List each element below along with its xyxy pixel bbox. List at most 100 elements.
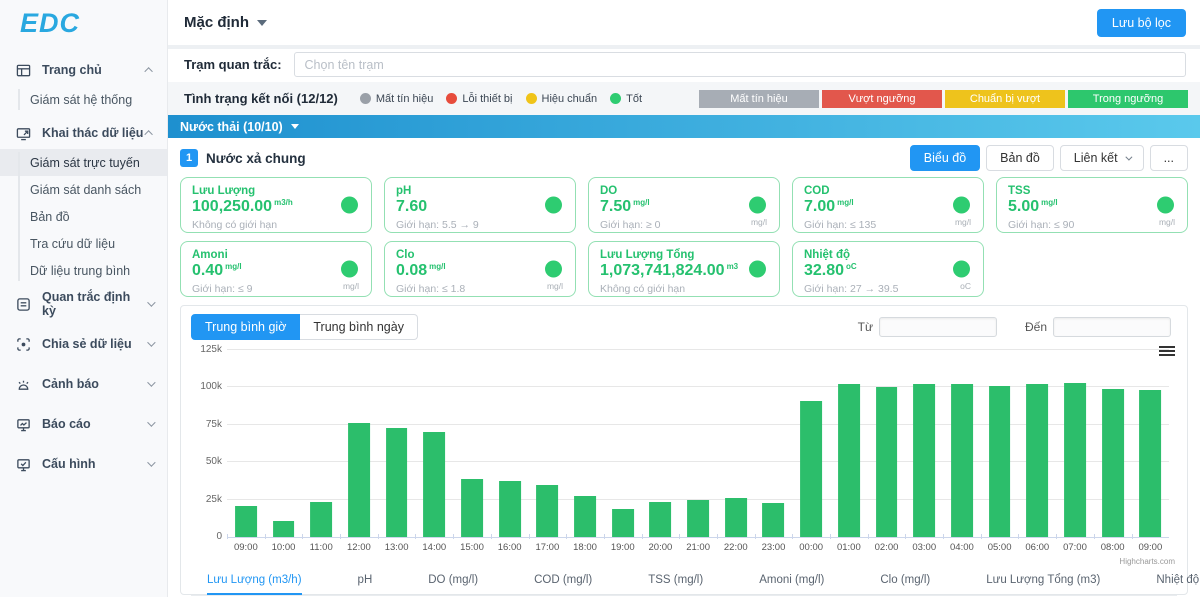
chart-bar[interactable] bbox=[612, 509, 634, 537]
sidebar-item-cảnh-báo[interactable]: Cảnh báo bbox=[0, 368, 167, 400]
card-corner-unit: mg/l bbox=[547, 281, 563, 291]
sidebar-item-cấu-hình[interactable]: Cấu hình bbox=[0, 448, 167, 480]
x-axis-tick-label: 21:00 bbox=[679, 542, 717, 558]
sidebar-subitem-tra-cứu-dữ-liệu[interactable]: Tra cứu dữ liệu bbox=[0, 230, 167, 257]
series-tab-clo-mg-l-[interactable]: Clo (mg/l) bbox=[880, 566, 930, 595]
card-parameter-name: COD bbox=[804, 184, 972, 198]
chart-bar[interactable] bbox=[310, 502, 332, 537]
sidebar-subitem-giám-sát-trực-tuyến[interactable]: Giám sát trực tuyến bbox=[0, 149, 167, 176]
series-legend-tabs: Lưu Lượng (m3/h) pH DO (mg/l) COD (mg/l) TSS… bbox=[191, 566, 1177, 596]
series-tab-amoni-mg-l-[interactable]: Amoni (mg/l) bbox=[759, 566, 824, 595]
chart-bar[interactable] bbox=[876, 387, 898, 537]
monitor-share-icon bbox=[16, 125, 32, 141]
status-chip-vượt-ngưỡng[interactable]: Vượt ngưỡng bbox=[822, 90, 942, 108]
view-button-liên-kết[interactable]: Liên kết bbox=[1060, 145, 1144, 171]
chart-bar[interactable] bbox=[536, 485, 558, 537]
parameter-card-do[interactable]: DO7.50mg/lGiới hạn: ≥ 0mg/l bbox=[588, 177, 780, 233]
chart-bar[interactable] bbox=[386, 428, 408, 537]
tab-trung-bình-ngày[interactable]: Trung bình ngày bbox=[300, 314, 418, 340]
save-filter-button[interactable]: Lưu bộ lọc bbox=[1097, 9, 1186, 37]
sidebar-item-label: Báo cáo bbox=[42, 417, 147, 431]
chart-bar[interactable] bbox=[1026, 384, 1048, 537]
view-button-dotdotdot[interactable]: ... bbox=[1150, 145, 1188, 171]
parameter-card-tss[interactable]: TSS5.00mg/lGiới hạn: ≤ 90mg/l bbox=[996, 177, 1188, 233]
parameter-card-clo[interactable]: Clo0.08mg/lGiới hạn: ≤ 1.8mg/l bbox=[384, 241, 576, 297]
parameter-card-amoni[interactable]: Amoni0.40mg/lGiới hạn: ≤ 9mg/l bbox=[180, 241, 372, 297]
view-button-bản-đồ[interactable]: Bản đồ bbox=[986, 145, 1054, 171]
connection-legend-item: Hiệu chuẩn bbox=[526, 93, 598, 105]
chart-bar[interactable] bbox=[1139, 390, 1161, 537]
from-date-input[interactable] bbox=[879, 317, 997, 337]
card-value: 0.40mg/l bbox=[192, 262, 360, 280]
series-tab-lưu-lượng-m3-h-[interactable]: Lưu Lượng (m3/h) bbox=[207, 566, 302, 595]
series-tab-do-mg-l-[interactable]: DO (mg/l) bbox=[428, 566, 478, 595]
view-button-biểu-đồ[interactable]: Biểu đồ bbox=[910, 145, 980, 171]
series-tab-nhiệt-độ-oc-[interactable]: Nhiệt độ (oC) bbox=[1156, 566, 1200, 595]
parameter-card-ph[interactable]: pH7.60Giới hạn: 5.5 → 9 bbox=[384, 177, 576, 233]
water-group-label: Nước thải (10/10) bbox=[180, 120, 283, 134]
chart-bar[interactable] bbox=[951, 384, 973, 537]
series-tab-ph[interactable]: pH bbox=[358, 566, 373, 595]
card-limit: Giới hạn: ≤ 9 bbox=[192, 283, 360, 295]
sidebar-subitem-dữ-liệu-trung-bình[interactable]: Dữ liệu trung bình bbox=[0, 257, 167, 284]
parameter-card-nhiệt-độ[interactable]: Nhiệt độ32.80oCGiới hạn: 27 → 39.5oC bbox=[792, 241, 984, 297]
chart-bar[interactable] bbox=[687, 500, 709, 537]
sidebar-subitem-giám-sát-hệ-thống[interactable]: Giám sát hệ thống bbox=[0, 86, 167, 113]
sidebar-subitem-bản-đồ[interactable]: Bản đồ bbox=[0, 203, 167, 230]
filter-preset-dropdown[interactable]: Mặc định bbox=[184, 14, 267, 31]
chart-bar[interactable] bbox=[273, 521, 295, 537]
x-axis-tick-label: 00:00 bbox=[792, 542, 830, 558]
chart-bar[interactable] bbox=[649, 502, 671, 537]
chart-bar[interactable] bbox=[1102, 389, 1124, 537]
chart-bar[interactable] bbox=[348, 423, 370, 537]
parameter-card-cod[interactable]: COD7.00mg/lGiới hạn: ≤ 135mg/l bbox=[792, 177, 984, 233]
series-tab-tss-mg-l-[interactable]: TSS (mg/l) bbox=[648, 566, 703, 595]
chart-bar[interactable] bbox=[461, 479, 483, 537]
series-tab-cod-mg-l-[interactable]: COD (mg/l) bbox=[534, 566, 592, 595]
chart-bar[interactable] bbox=[1064, 383, 1086, 537]
chart-bar[interactable] bbox=[499, 481, 521, 537]
tab-trung-bình-giờ[interactable]: Trung bình giờ bbox=[191, 314, 300, 340]
card-corner-unit: mg/l bbox=[955, 217, 971, 227]
status-chip-trong-ngưỡng[interactable]: Trong ngưỡng bbox=[1068, 90, 1188, 108]
to-date-input[interactable] bbox=[1053, 317, 1171, 337]
sidebar-item-chia-sẻ-dữ-liệu[interactable]: Chia sẻ dữ liệu bbox=[0, 328, 167, 360]
date-range: Từ Đến bbox=[858, 317, 1171, 337]
report-monitor-icon bbox=[16, 416, 32, 432]
sidebar-item-báo-cáo[interactable]: Báo cáo bbox=[0, 408, 167, 440]
chart-bar[interactable] bbox=[763, 503, 785, 537]
x-axis-tick-label: 04:00 bbox=[943, 542, 981, 558]
chart-bar[interactable] bbox=[725, 498, 747, 537]
chart-menu-icon[interactable] bbox=[1159, 344, 1175, 358]
card-value: 1,073,741,824.00m3 bbox=[600, 262, 768, 280]
sidebar-submenu: Giám sát hệ thống bbox=[0, 86, 167, 113]
sidebar-item-trang-chủ[interactable]: Trang chủ bbox=[0, 54, 167, 86]
sidebar-item-khai-thác-dữ-liệu[interactable]: Khai thác dữ liệu bbox=[0, 117, 167, 149]
parameter-card-lưu-lượng-tổng[interactable]: Lưu Lượng Tổng1,073,741,824.00m3Không có… bbox=[588, 241, 780, 297]
from-label: Từ bbox=[858, 320, 873, 334]
sidebar: EDC Trang chủGiám sát hệ thốngKhai thác … bbox=[0, 0, 168, 597]
chart-bar[interactable] bbox=[800, 401, 822, 537]
alarm-icon bbox=[16, 376, 32, 392]
parameter-card-lưu-lượng[interactable]: Lưu Lượng100,250.00m3/hKhông có giới hạn bbox=[180, 177, 372, 233]
chart-bar[interactable] bbox=[574, 496, 596, 537]
sidebar-item-quan-trắc-định-kỳ[interactable]: Quan trắc định kỳ bbox=[0, 288, 167, 320]
card-unit: mg/l bbox=[1041, 198, 1057, 207]
chart-panel: Trung bình giờTrung bình ngày Từ Đến 025… bbox=[180, 305, 1188, 595]
sidebar-subitem-giám-sát-danh-sách[interactable]: Giám sát danh sách bbox=[0, 176, 167, 203]
status-chip-mất-tín-hiệu[interactable]: Mất tín hiệu bbox=[699, 90, 819, 108]
average-tabs: Trung bình giờTrung bình ngày bbox=[191, 314, 418, 340]
status-chip-chuẩn-bị-vượt[interactable]: Chuẩn bị vượt bbox=[945, 90, 1065, 108]
x-axis-tick-label: 07:00 bbox=[1056, 542, 1094, 558]
series-tab-lưu-lượng-tổng-m3-[interactable]: Lưu Lượng Tổng (m3) bbox=[986, 566, 1100, 595]
station-select-input[interactable] bbox=[294, 52, 1186, 77]
chart-bar[interactable] bbox=[423, 432, 445, 537]
chart-bar[interactable] bbox=[913, 384, 935, 537]
chart-bar[interactable] bbox=[838, 384, 860, 537]
connection-legend-item: Mất tín hiệu bbox=[360, 93, 433, 105]
chart-bar[interactable] bbox=[989, 386, 1011, 537]
y-axis-tick-label: 0 bbox=[192, 531, 222, 542]
chart-bar[interactable] bbox=[235, 506, 257, 537]
x-axis-tick-label: 09:00 bbox=[1132, 542, 1170, 558]
water-group-bar[interactable]: Nước thải (10/10) bbox=[168, 115, 1200, 138]
